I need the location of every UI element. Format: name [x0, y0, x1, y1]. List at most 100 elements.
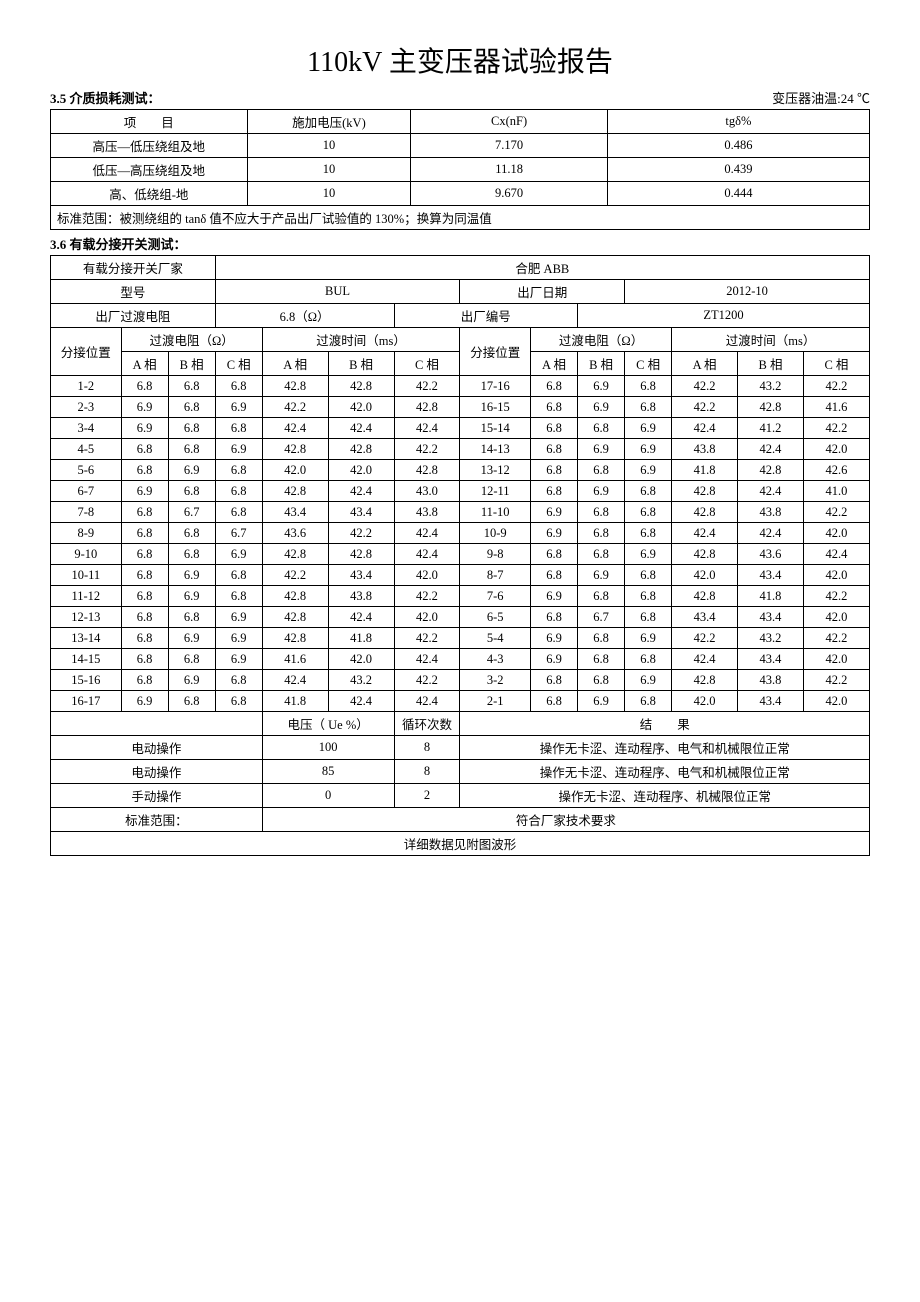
tap-pos: 13-12: [460, 460, 531, 481]
cell: 6.8: [168, 607, 215, 628]
cell: 42.2: [803, 502, 869, 523]
cell: 41.8: [262, 691, 328, 712]
tap-pos: 10-9: [460, 523, 531, 544]
cell: 42.8: [262, 544, 328, 565]
cell: 43.4: [262, 502, 328, 523]
section-36-title: 3.6 有载分接开关测试：: [50, 234, 187, 253]
section-35-header: 3.5 介质损耗测试： 变压器油温:24 ℃: [50, 88, 870, 107]
cell: 42.2: [394, 586, 460, 607]
oil-temp: 变压器油温:24 ℃: [772, 88, 870, 107]
cell-cx: 7.170: [411, 134, 608, 158]
cell: 6.9: [215, 544, 262, 565]
mfr-value: 合肥 ABB: [215, 256, 869, 280]
cell: 42.2: [394, 376, 460, 397]
cell: 6.8: [121, 607, 168, 628]
cell: 6.8: [168, 376, 215, 397]
cell-item: 低压—高压绕组及地: [51, 158, 248, 182]
phase-c-2: C 相: [625, 352, 672, 376]
table-row: 电动操作 100 8 操作无卡涩、连动程序、电气和机械限位正常: [51, 736, 870, 760]
tap-pos: 8-9: [51, 523, 122, 544]
tap-pos: 3-4: [51, 418, 122, 439]
cell-cx: 11.18: [411, 158, 608, 182]
cell: 6.9: [578, 565, 625, 586]
cell: 42.8: [672, 544, 738, 565]
cell: 43.4: [738, 649, 804, 670]
trans-time-label: 过渡时间（ms）: [262, 328, 460, 352]
tap-pos: 9-10: [51, 544, 122, 565]
cell: 6.9: [121, 397, 168, 418]
cell: 6.9: [531, 586, 578, 607]
cell: 41.6: [262, 649, 328, 670]
cell: 42.8: [262, 586, 328, 607]
cell: 6.9: [578, 691, 625, 712]
table-row: 高压—低压绕组及地 10 7.170 0.486: [51, 134, 870, 158]
cell: 42.8: [738, 460, 804, 481]
cell: 42.8: [262, 607, 328, 628]
cell: 6.9: [215, 628, 262, 649]
cell: 42.2: [262, 397, 328, 418]
cell: 42.8: [328, 544, 394, 565]
tap-pos: 1-2: [51, 376, 122, 397]
cell: 43.4: [738, 607, 804, 628]
bot-volt-label: 电压（ Ue %）: [262, 712, 394, 736]
cell: 43.8: [328, 586, 394, 607]
cell: 6.8: [531, 439, 578, 460]
cell: 6.8: [121, 565, 168, 586]
cell: 6.9: [625, 670, 672, 691]
cell: 42.8: [394, 397, 460, 418]
phase-c-t: C 相: [394, 352, 460, 376]
cell: 42.4: [328, 607, 394, 628]
th-cx: Cx(nF): [411, 110, 608, 134]
cell: 42.0: [262, 460, 328, 481]
cell: 42.0: [328, 649, 394, 670]
std-label-36: 标准范围：: [51, 808, 263, 832]
phase-c: C 相: [215, 352, 262, 376]
table-row: 电动操作 85 8 操作无卡涩、连动程序、电气和机械限位正常: [51, 760, 870, 784]
table-row: 1-2 6.8 6.8 6.8 42.8 42.8 42.2 17-16 6.8…: [51, 376, 870, 397]
tap-pos: 16-15: [460, 397, 531, 418]
op-cyc: 2: [394, 784, 460, 808]
cell: 6.8: [215, 376, 262, 397]
tap-pos: 17-16: [460, 376, 531, 397]
tap-pos: 6-7: [51, 481, 122, 502]
tap-pos: 14-15: [51, 649, 122, 670]
cell-tg: 0.486: [607, 134, 869, 158]
cell: 6.8: [215, 481, 262, 502]
cell: 42.0: [803, 523, 869, 544]
sn-value: ZT1200: [578, 304, 870, 328]
th-item: 项 目: [51, 110, 248, 134]
cell: 42.4: [328, 691, 394, 712]
cell: 6.9: [215, 397, 262, 418]
cell: 6.9: [168, 460, 215, 481]
table-row: 有载分接开关厂家 合肥 ABB: [51, 256, 870, 280]
cell: 42.8: [394, 460, 460, 481]
cell: 43.2: [738, 628, 804, 649]
cell: 6.9: [121, 481, 168, 502]
cell: 6.8: [121, 670, 168, 691]
cell: 6.8: [531, 397, 578, 418]
cell: 42.0: [803, 565, 869, 586]
tap-pos: 2-1: [460, 691, 531, 712]
bot-res-label: 结 果: [460, 712, 870, 736]
date-value: 2012-10: [625, 280, 870, 304]
cell: 6.8: [531, 607, 578, 628]
op-volt: 0: [262, 784, 394, 808]
phase-a-t: A 相: [262, 352, 328, 376]
cell: 6.8: [531, 481, 578, 502]
cell: 42.4: [738, 523, 804, 544]
cell: 6.9: [625, 439, 672, 460]
cell: 6.8: [578, 586, 625, 607]
cell: 6.8: [121, 523, 168, 544]
cell: 42.4: [394, 523, 460, 544]
cell: 42.8: [672, 670, 738, 691]
cell: 6.9: [121, 691, 168, 712]
op-result: 操作无卡涩、连动程序、机械限位正常: [460, 784, 870, 808]
op-cyc: 8: [394, 736, 460, 760]
cell: 43.8: [738, 670, 804, 691]
cell: 6.9: [168, 628, 215, 649]
cell: 6.7: [168, 502, 215, 523]
cell: 6.8: [168, 649, 215, 670]
tap-pos: 4-5: [51, 439, 122, 460]
cell: 42.2: [672, 628, 738, 649]
blank-cell: [51, 712, 263, 736]
